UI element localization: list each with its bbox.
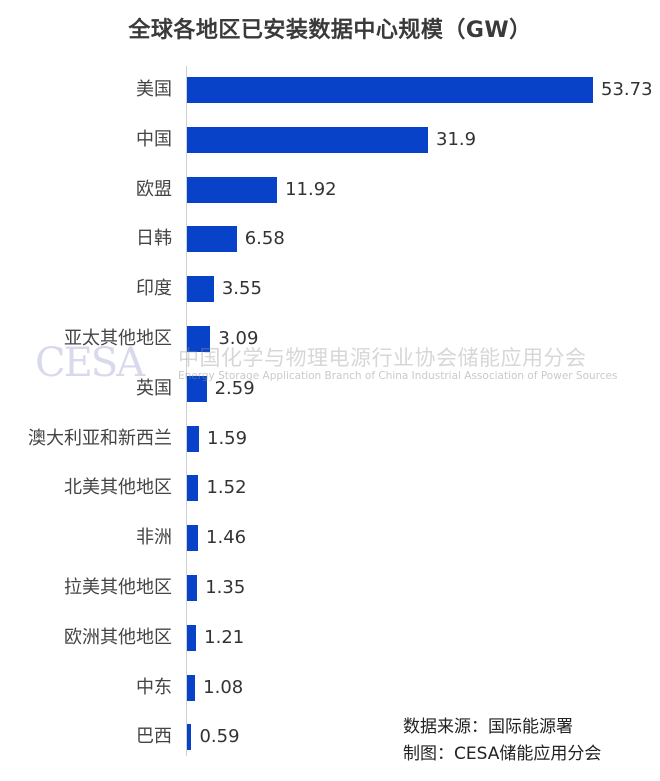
value-label: 0.59 bbox=[199, 726, 240, 748]
bar bbox=[187, 226, 237, 253]
bar-row: 美国 53.73 bbox=[0, 77, 660, 103]
category-label: 日韩 bbox=[136, 228, 172, 250]
value-label: 1.35 bbox=[205, 577, 246, 598]
category-label: 巴西 bbox=[136, 726, 172, 748]
value-label: 3.55 bbox=[221, 278, 262, 300]
bar-row: 中国 31.9 bbox=[0, 126, 660, 153]
category-label: 欧洲其他地区 bbox=[64, 626, 172, 648]
value-label: 53.73 bbox=[601, 79, 653, 100]
bar-row: 欧洲其他地区 1.21 bbox=[0, 624, 660, 651]
source-note: 数据来源：国际能源署 制图：CESA储能应用分会 bbox=[403, 714, 601, 768]
value-label: 1.46 bbox=[206, 527, 247, 549]
category-label: 印度 bbox=[136, 278, 172, 300]
category-label: 美国 bbox=[136, 79, 172, 100]
value-label: 2.59 bbox=[214, 377, 255, 399]
bar bbox=[187, 674, 196, 701]
bar bbox=[187, 276, 214, 303]
bar-row: 英国 2.59 bbox=[0, 375, 660, 402]
bar bbox=[187, 624, 197, 651]
value-label: 11.92 bbox=[285, 178, 337, 200]
bar bbox=[187, 126, 429, 153]
bar bbox=[187, 375, 207, 402]
bar-row: 日韩 6.58 bbox=[0, 226, 660, 253]
bar-row: 欧盟 11.92 bbox=[0, 176, 660, 203]
category-label: 欧盟 bbox=[136, 178, 172, 200]
bar-row: 北美其他地区 1.52 bbox=[0, 475, 660, 502]
bar-row: 澳大利亚和新西兰 1.59 bbox=[0, 425, 660, 452]
bar bbox=[187, 77, 593, 103]
bar bbox=[187, 176, 278, 203]
chart-credit: 制图：CESA储能应用分会 bbox=[403, 744, 602, 764]
bar-row: 巴西 0.59 bbox=[0, 724, 660, 751]
value-label: 1.08 bbox=[203, 676, 244, 698]
value-label: 1.21 bbox=[204, 626, 245, 648]
category-label: 北美其他地区 bbox=[64, 477, 172, 499]
bar bbox=[187, 425, 199, 452]
category-label: 亚太其他地区 bbox=[64, 328, 172, 349]
value-label: 31.9 bbox=[436, 128, 477, 150]
value-label: 1.52 bbox=[206, 477, 247, 499]
category-label: 中东 bbox=[136, 676, 172, 698]
bar-row: 亚太其他地区 3.09 bbox=[0, 326, 660, 352]
data-source: 数据来源：国际能源署 bbox=[403, 717, 573, 737]
value-label: 3.09 bbox=[218, 328, 259, 349]
bar-row: 非洲 1.46 bbox=[0, 525, 660, 552]
bar bbox=[187, 724, 192, 751]
bar bbox=[187, 326, 211, 352]
value-label: 6.58 bbox=[244, 228, 285, 250]
category-label: 拉美其他地区 bbox=[64, 577, 172, 598]
y-axis-line bbox=[186, 66, 187, 756]
category-label: 英国 bbox=[136, 377, 172, 399]
bar bbox=[187, 575, 198, 601]
bar-row: 拉美其他地区 1.35 bbox=[0, 575, 660, 601]
chart-title: 全球各地区已安装数据中心规模（GW） bbox=[128, 18, 532, 43]
value-label: 1.59 bbox=[207, 427, 248, 449]
category-label: 澳大利亚和新西兰 bbox=[28, 427, 172, 449]
category-label: 中国 bbox=[136, 128, 172, 150]
bar bbox=[187, 525, 199, 552]
bar-row: 中东 1.08 bbox=[0, 674, 660, 701]
category-label: 非洲 bbox=[136, 527, 172, 549]
bar bbox=[187, 475, 199, 502]
bar-row: 印度 3.55 bbox=[0, 276, 660, 303]
